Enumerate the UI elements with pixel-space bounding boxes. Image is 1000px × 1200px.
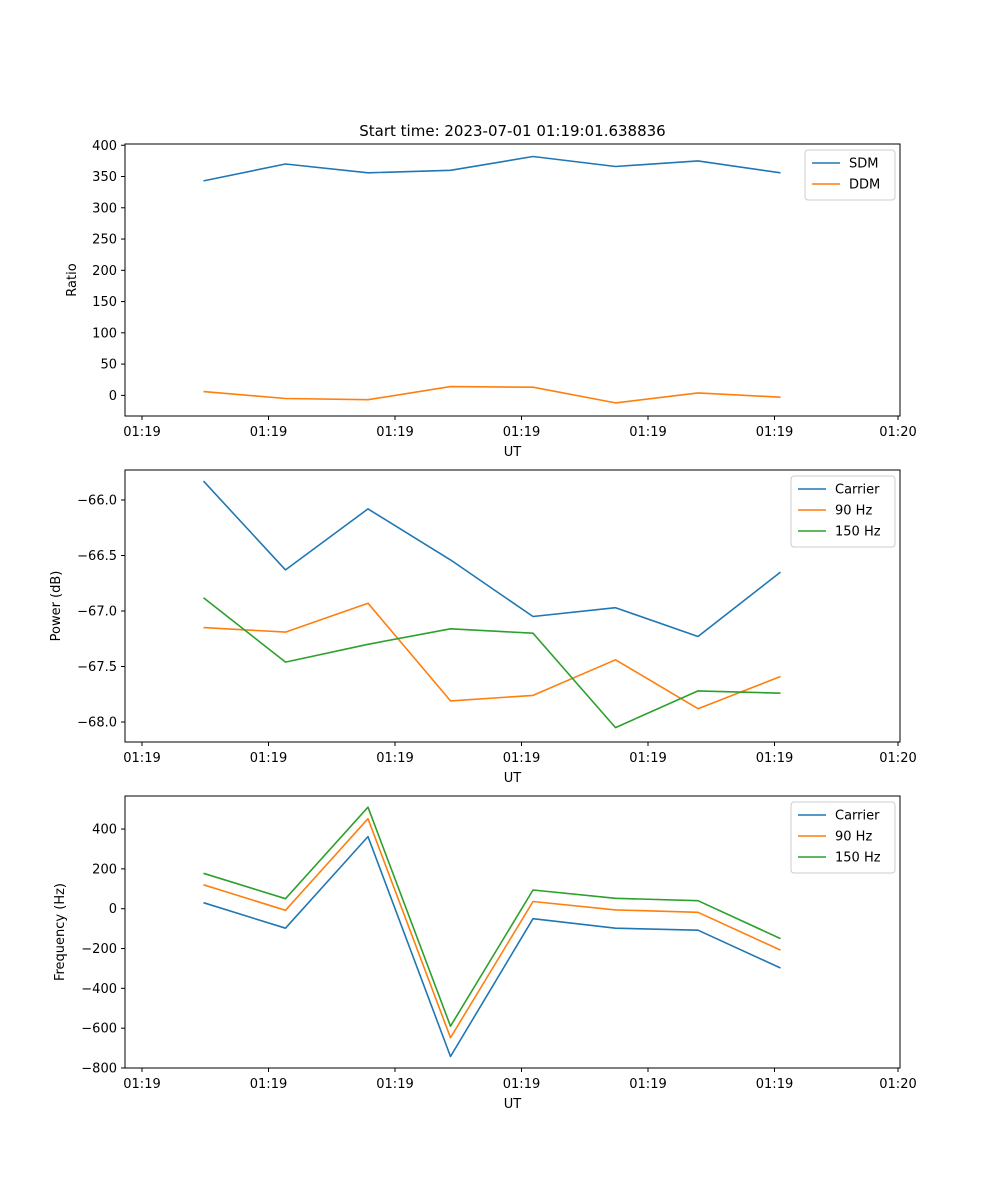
y-tick-label: 150 bbox=[92, 295, 117, 310]
legend-label: 90 Hz bbox=[835, 504, 872, 519]
y-axis-label: Power (dB) bbox=[49, 571, 64, 642]
panel-3: 01:19 01:19 01:19 01:19 01:19 01:19 01:20 400 20… bbox=[53, 795, 917, 1112]
y-tick-label: 100 bbox=[92, 326, 117, 341]
y-tick-label: −66.0 bbox=[77, 493, 117, 508]
series-line-carrier bbox=[202, 480, 781, 638]
series-line-150-hz bbox=[203, 806, 781, 1027]
x-tick-label: 01:19 bbox=[629, 425, 666, 440]
y-tick-label: −600 bbox=[81, 1022, 117, 1037]
x-tick-label: 01:19 bbox=[503, 1077, 540, 1092]
y-tick-label: −67.5 bbox=[77, 660, 117, 675]
x-axis-label: UT bbox=[504, 1097, 522, 1112]
x-tick-label: 01:19 bbox=[376, 425, 413, 440]
y-tick-label: 300 bbox=[92, 201, 117, 216]
y-tick-label: 350 bbox=[92, 170, 117, 185]
x-tick-label: 01:19 bbox=[503, 751, 540, 766]
x-tick-label: 01:19 bbox=[756, 425, 793, 440]
x-tick-label: 01:19 bbox=[250, 751, 287, 766]
x-axis-label: UT bbox=[504, 771, 522, 786]
y-tick-label: −66.5 bbox=[77, 549, 117, 564]
y-axis-label: Ratio bbox=[65, 263, 80, 296]
legend-label: 150 Hz bbox=[835, 851, 881, 866]
series-line-carrier bbox=[203, 835, 781, 1058]
legend-box bbox=[790, 475, 896, 548]
legend-label: 150 Hz bbox=[835, 525, 881, 540]
x-tick-label: 01:19 bbox=[376, 1077, 413, 1092]
y-tick-label: −200 bbox=[81, 942, 117, 957]
panel-1: 01:19 01:19 01:19 01:19 01:19 01:19 01:20 0 50 10… bbox=[65, 139, 917, 460]
y-tick-label: 50 bbox=[100, 358, 117, 373]
series-line-sdm bbox=[203, 155, 781, 182]
legend-label: Carrier bbox=[835, 809, 880, 824]
panel-2: 01:19 01:19 01:19 01:19 01:19 01:19 01:20 −66.0… bbox=[49, 469, 917, 786]
y-tick-label: −67.0 bbox=[77, 604, 117, 619]
axes-frame bbox=[124, 795, 901, 1069]
x-axis-label: UT bbox=[504, 445, 522, 460]
x-tick-label: 01:19 bbox=[123, 751, 160, 766]
y-axis-label: Frequency (Hz) bbox=[53, 883, 68, 981]
x-tick-label: 01:19 bbox=[629, 1077, 666, 1092]
y-tick-label: −68.0 bbox=[77, 716, 117, 731]
y-tick-label: −800 bbox=[81, 1062, 117, 1077]
x-tick-label: 01:19 bbox=[123, 1077, 160, 1092]
y-tick-label: 0 bbox=[109, 389, 117, 404]
y-tick-label: 0 bbox=[109, 902, 117, 917]
x-tick-label: 01:19 bbox=[756, 1077, 793, 1092]
figure-title: Start time: 2023-07-01 01:19:01.638836 bbox=[359, 122, 665, 140]
legend: SDM DDM bbox=[804, 149, 896, 201]
legend-label: Carrier bbox=[835, 483, 880, 498]
y-tick-label: 200 bbox=[92, 264, 117, 279]
legend: Carrier 90 Hz 150 Hz bbox=[790, 801, 896, 874]
legend-label: DDM bbox=[849, 178, 880, 193]
x-tick-label: 01:19 bbox=[503, 425, 540, 440]
x-tick-label: 01:19 bbox=[250, 425, 287, 440]
y-tick-label: −400 bbox=[81, 982, 117, 997]
legend: Carrier 90 Hz 150 Hz bbox=[790, 475, 896, 548]
series-line-ddm bbox=[203, 385, 781, 404]
legend-label: SDM bbox=[849, 157, 878, 172]
series-line-90-hz bbox=[203, 602, 781, 710]
legend-label: 90 Hz bbox=[835, 830, 872, 845]
x-tick-label: 01:19 bbox=[629, 751, 666, 766]
y-tick-label: 200 bbox=[92, 862, 117, 877]
axes-frame bbox=[124, 143, 901, 417]
x-tick-label: 01:20 bbox=[879, 1077, 916, 1092]
x-tick-label: 01:19 bbox=[376, 751, 413, 766]
x-tick-label: 01:20 bbox=[879, 425, 916, 440]
series-line-90-hz bbox=[203, 817, 781, 1039]
x-tick-label: 01:20 bbox=[879, 751, 916, 766]
y-tick-label: 250 bbox=[92, 233, 117, 248]
series-line-150-hz bbox=[203, 597, 781, 729]
x-tick-label: 01:19 bbox=[756, 751, 793, 766]
x-tick-label: 01:19 bbox=[250, 1077, 287, 1092]
x-tick-label: 01:19 bbox=[123, 425, 160, 440]
axes-frame bbox=[124, 469, 901, 743]
y-tick-label: 400 bbox=[92, 823, 117, 838]
legend-box bbox=[790, 801, 896, 874]
y-tick-label: 400 bbox=[92, 139, 117, 154]
